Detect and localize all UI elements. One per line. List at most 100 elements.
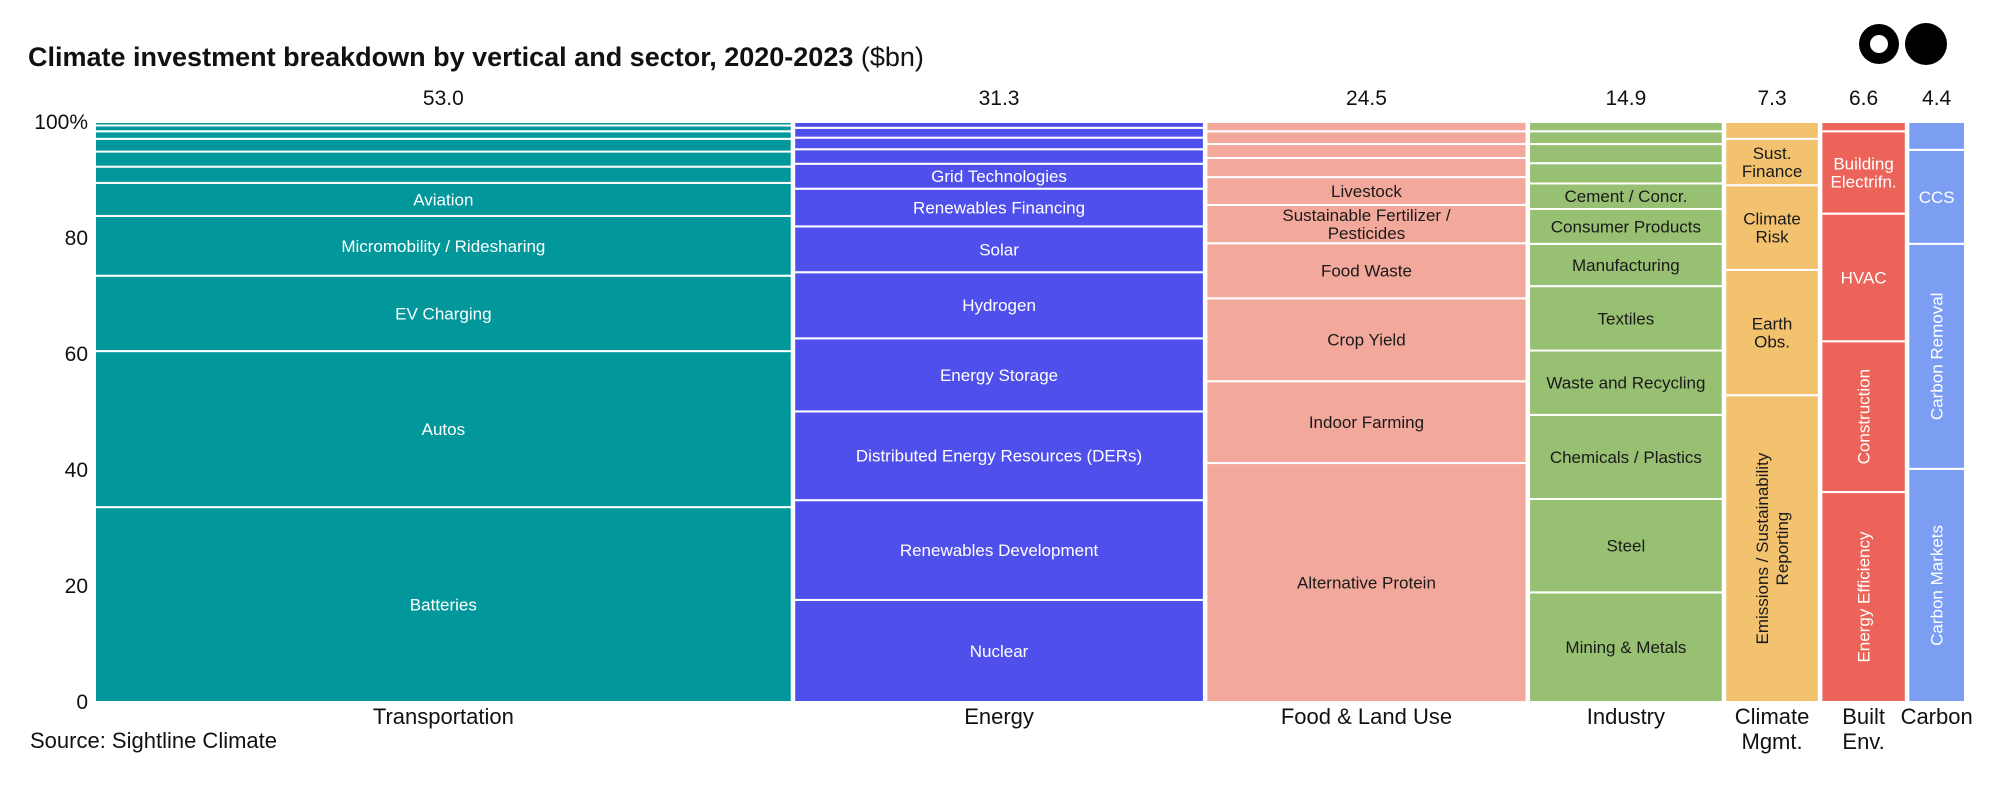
segment-alternative-protein bbox=[1205, 462, 1528, 704]
column-total-label: 4.4 bbox=[1922, 87, 1952, 110]
segment-label: Consumer Products bbox=[1551, 217, 1701, 236]
category-label-line: Built bbox=[1842, 704, 1885, 729]
segment-unlabeled bbox=[1205, 130, 1528, 146]
segment-label: Chemicals / Plastics bbox=[1550, 448, 1702, 467]
segment-label-line: Emissions / Sustainability bbox=[1753, 452, 1772, 644]
segment-manufacturing bbox=[1528, 242, 1724, 288]
segment-unlabeled bbox=[94, 121, 793, 127]
segment-emissions-sustainability-reporting bbox=[1724, 394, 1820, 703]
segment-label: Sustainable Fertilizer / Pesticides bbox=[1282, 206, 1450, 243]
segment-consumer-products bbox=[1528, 208, 1724, 245]
segment-label: Carbon Removal bbox=[1928, 293, 1947, 421]
segment-label-line: Steel bbox=[1607, 537, 1646, 556]
column-total-label: 31.3 bbox=[979, 87, 1020, 110]
category-label-line: Energy bbox=[964, 704, 1034, 729]
segment-label-line: Alternative Protein bbox=[1297, 573, 1436, 592]
segment-label: Steel bbox=[1607, 537, 1646, 556]
segment-label-line: Textiles bbox=[1598, 309, 1655, 328]
segment-mining-metals bbox=[1528, 591, 1724, 704]
category-label: Built Env. bbox=[1842, 704, 1885, 754]
segment-hydrogen bbox=[793, 271, 1205, 340]
segment-label-line: Food Waste bbox=[1321, 262, 1412, 281]
segment-label-line: Aviation bbox=[413, 190, 473, 209]
segment-label: Hydrogen bbox=[962, 296, 1036, 315]
segment-label-line: Obs. bbox=[1754, 332, 1790, 351]
category-label-line: Food & Land Use bbox=[1281, 704, 1452, 729]
segment-label-line: Carbon Markets bbox=[1928, 525, 1947, 646]
segment-label: Livestock bbox=[1331, 182, 1402, 201]
segment-micromobility-ridesharing bbox=[94, 214, 793, 277]
y-tick-label: 60 bbox=[65, 343, 88, 366]
column-industry: 14.9 Mining & Metals Steel Chemicals / Plas… bbox=[1528, 87, 1724, 729]
segment-label: HVAC bbox=[1841, 268, 1887, 287]
column-transportation: 53.0 Batteries Autos EV Charging Micromobili… bbox=[94, 87, 793, 729]
segment-label-line: Climate bbox=[1743, 210, 1801, 229]
segment-unlabeled bbox=[94, 165, 793, 184]
segment-label-line: CCS bbox=[1919, 188, 1955, 207]
segment-label-line: Mining & Metals bbox=[1565, 638, 1686, 657]
segment-label-line: Batteries bbox=[410, 596, 477, 615]
segment-carbon-markets bbox=[1907, 467, 1967, 703]
segment-unlabeled bbox=[793, 121, 1205, 129]
segment-label: Aviation bbox=[413, 190, 473, 209]
segment-label: Energy Storage bbox=[940, 366, 1058, 385]
segment-label-line: Finance bbox=[1742, 162, 1802, 181]
segment-label-line: Manufacturing bbox=[1572, 256, 1680, 275]
segment-renewables-development bbox=[793, 499, 1205, 601]
segment-label-line: Chemicals / Plastics bbox=[1550, 448, 1702, 467]
category-label-line: Carbon bbox=[1901, 704, 1973, 729]
column-total-label: 7.3 bbox=[1757, 87, 1786, 110]
column-total-label: 24.5 bbox=[1346, 87, 1387, 110]
segment-grid-technologies bbox=[793, 162, 1205, 190]
column-built-env: 6.6 Energy Efficiency Construction HVAC Buil… bbox=[1820, 87, 1907, 754]
segment-unlabeled bbox=[1205, 143, 1528, 159]
column-climate-mgmt: 7.3 Emissions / SustainabilityReporting Ea… bbox=[1724, 87, 1820, 754]
segment-batteries bbox=[94, 506, 793, 703]
segment-label: Building Electrifn. bbox=[1831, 154, 1897, 191]
segment-label-line: Sustainable Fertilizer / bbox=[1282, 206, 1450, 225]
segment-label: Batteries bbox=[410, 596, 477, 615]
segment-waste-and-recycling bbox=[1528, 349, 1724, 416]
brand-logo-icon bbox=[1859, 23, 1947, 65]
segment-unlabeled bbox=[793, 136, 1205, 151]
segment-unlabeled bbox=[793, 126, 1205, 139]
segment-climate-risk bbox=[1724, 184, 1820, 271]
segment-ev-charging bbox=[94, 274, 793, 353]
segment-label: Distributed Energy Resources (DERs) bbox=[856, 447, 1142, 466]
segment-label-line: Consumer Products bbox=[1551, 217, 1701, 236]
segment-indoor-farming bbox=[1205, 380, 1528, 465]
y-tick-label: 100% bbox=[34, 111, 88, 134]
segment-food-waste bbox=[1205, 242, 1528, 300]
segment-unlabeled bbox=[94, 150, 793, 168]
segment-label: CCS bbox=[1919, 188, 1955, 207]
chart-title: Climate investment breakdown by vertical… bbox=[28, 42, 924, 73]
segment-label: Emissions / SustainabilityReporting bbox=[1753, 452, 1792, 644]
category-label: Food & Land Use bbox=[1281, 704, 1452, 729]
segment-label-line: Solar bbox=[979, 240, 1019, 259]
segment-unlabeled bbox=[1205, 156, 1528, 179]
segment-label: Waste and Recycling bbox=[1546, 374, 1705, 393]
segment-label: Construction bbox=[1855, 369, 1874, 464]
category-label-line: Env. bbox=[1842, 729, 1884, 754]
segment-label: Sust. Finance bbox=[1742, 144, 1802, 181]
segment-sustainable-fertilizer-pesticides bbox=[1205, 203, 1528, 245]
category-label-line: Industry bbox=[1587, 704, 1665, 729]
category-label-line: Mgmt. bbox=[1742, 729, 1803, 754]
segment-label-line: Pesticides bbox=[1328, 224, 1405, 243]
segment-label: Crop Yield bbox=[1327, 331, 1405, 350]
segment-label: Climate Risk bbox=[1743, 210, 1801, 247]
column-total-label: 6.6 bbox=[1849, 87, 1878, 110]
segment-energy-storage bbox=[793, 337, 1205, 413]
segment-label: Alternative Protein bbox=[1297, 573, 1436, 592]
segment-label-line: Reporting bbox=[1773, 512, 1792, 586]
segment-label: Micromobility / Ridesharing bbox=[341, 237, 545, 256]
segment-unlabeled bbox=[1820, 121, 1907, 133]
category-label: Transportation bbox=[373, 704, 514, 729]
segment-label-line: Energy Efficiency bbox=[1855, 531, 1874, 663]
segment-unlabeled bbox=[1528, 130, 1724, 146]
segment-label-line: Building bbox=[1833, 154, 1894, 173]
segment-label-line: Energy Storage bbox=[940, 366, 1058, 385]
segment-steel bbox=[1528, 498, 1724, 594]
segment-label-line: Earth bbox=[1752, 315, 1793, 334]
